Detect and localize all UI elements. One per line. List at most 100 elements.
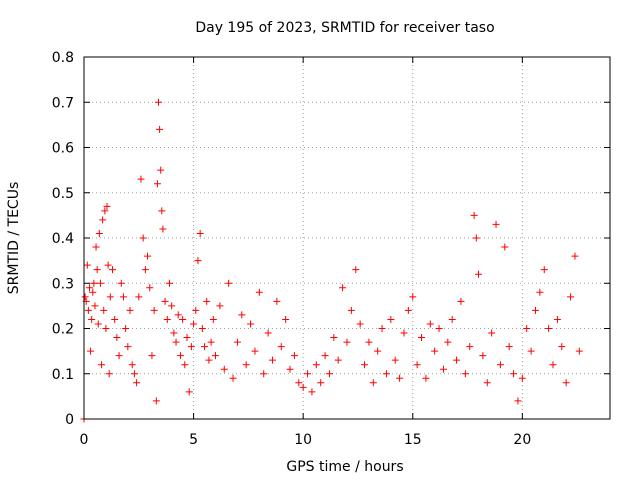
data-point [356, 320, 364, 328]
data-point [536, 288, 544, 296]
data-point [426, 320, 434, 328]
y-tick-label: 0 [65, 412, 74, 428]
data-point [431, 347, 439, 355]
data-point [422, 374, 430, 382]
data-point [479, 352, 487, 360]
data-point [83, 261, 91, 269]
data-point [571, 252, 579, 260]
data-point [461, 370, 469, 378]
y-tick-label: 0.4 [52, 231, 74, 247]
data-point [567, 293, 575, 301]
data-point [216, 302, 224, 310]
data-point [321, 352, 329, 360]
grid [84, 57, 610, 419]
data-point [531, 306, 539, 314]
data-point [470, 211, 478, 219]
data-point [92, 243, 100, 251]
data-point [378, 325, 386, 332]
data-point [102, 325, 110, 332]
data-point [308, 388, 316, 396]
data-point [122, 325, 130, 332]
data-point [181, 361, 189, 369]
data-point [391, 356, 399, 364]
data-point [146, 284, 154, 292]
data-point [152, 397, 160, 405]
y-tick-label: 0.8 [52, 50, 74, 66]
data-point [100, 306, 108, 314]
data-marks [80, 98, 583, 423]
x-tick-label: 5 [189, 432, 198, 448]
data-point [90, 279, 98, 287]
data-point [133, 379, 141, 387]
data-point [94, 320, 102, 328]
data-point [108, 266, 116, 274]
data-point [99, 216, 107, 224]
data-point [203, 297, 211, 305]
data-point [273, 297, 281, 305]
data-point [84, 306, 92, 314]
y-tick-label: 0.5 [52, 186, 74, 202]
data-point [159, 225, 167, 233]
data-point [170, 329, 178, 337]
data-point [418, 334, 426, 342]
data-point [330, 334, 338, 342]
data-point [312, 361, 320, 369]
data-point [158, 207, 166, 215]
chart-title: Day 195 of 2023, SRMTID for receiver tas… [195, 20, 494, 36]
data-point [135, 293, 143, 301]
data-point [339, 284, 347, 292]
data-point [81, 293, 89, 301]
data-point [93, 266, 101, 274]
data-point [144, 252, 152, 260]
data-point [501, 243, 509, 251]
data-point [448, 315, 456, 323]
data-point [299, 383, 307, 391]
x-tick-label: 15 [404, 432, 422, 448]
data-point [286, 365, 294, 373]
data-point [352, 266, 360, 274]
data-point [439, 365, 447, 373]
data-point [251, 347, 259, 355]
data-point [343, 338, 351, 346]
data-point [183, 334, 191, 342]
data-point [387, 315, 395, 323]
data-point [229, 374, 237, 382]
data-point [488, 329, 496, 337]
data-point [475, 270, 482, 278]
data-point [483, 379, 491, 387]
data-point [198, 325, 206, 332]
data-point [255, 288, 263, 296]
data-point [185, 388, 193, 396]
data-point [549, 361, 557, 369]
data-point [409, 293, 417, 301]
data-point [96, 279, 104, 287]
data-point [514, 397, 522, 405]
data-point [369, 379, 377, 387]
data-point [282, 315, 290, 323]
data-point [161, 297, 169, 305]
data-point [505, 343, 513, 351]
data-point [207, 338, 215, 346]
data-point [260, 370, 268, 378]
data-point [553, 315, 561, 323]
axis-ticks: 0 0.1 0.2 0.3 0.4 0.5 0.6 0.7 0.8 0 5 10 15 20 [52, 50, 610, 448]
data-point [157, 166, 165, 174]
data-point [113, 334, 121, 342]
y-tick-label: 0.2 [52, 322, 74, 338]
data-point [124, 343, 132, 351]
data-point [115, 352, 123, 360]
data-point [413, 361, 421, 369]
data-point [365, 338, 373, 346]
data-point [187, 343, 195, 351]
data-point [101, 207, 109, 215]
data-point [130, 370, 138, 378]
data-point [220, 365, 228, 373]
data-point [172, 338, 180, 346]
data-point [545, 325, 553, 332]
data-point [194, 257, 202, 265]
data-point [404, 306, 412, 314]
data-point [176, 352, 184, 360]
data-point [91, 302, 99, 310]
data-point [325, 370, 333, 378]
